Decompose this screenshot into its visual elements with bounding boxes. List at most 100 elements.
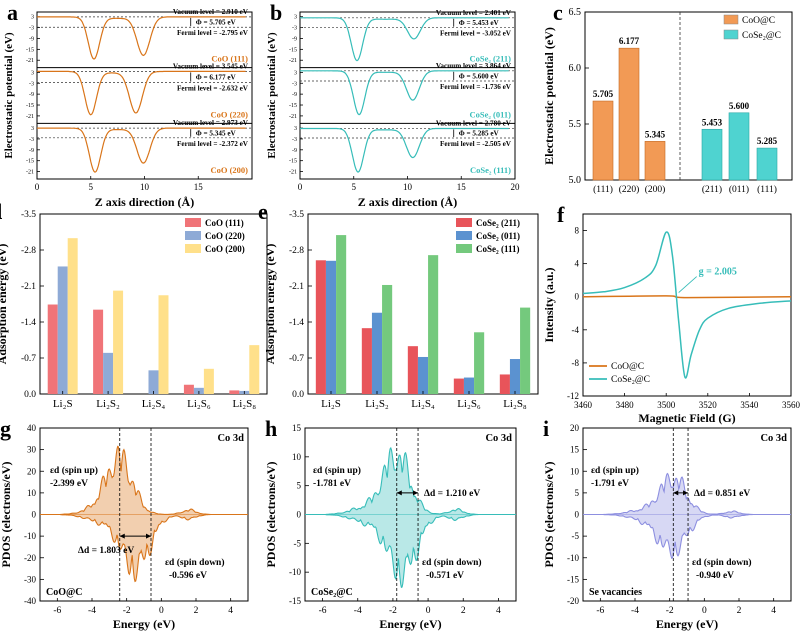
y-tick-label: -21: [289, 58, 297, 64]
y-tick-label: 0: [575, 510, 580, 520]
x-tick-label: 3480: [616, 400, 635, 410]
legend-label: CoSe₂@C: [611, 375, 650, 385]
spin-down-curve: [583, 513, 791, 559]
panel-letter-b: b: [270, 0, 282, 25]
epr-curve-0: [582, 295, 792, 299]
y-tick-label: -21: [26, 170, 34, 176]
legend-label: CoSe₂@C: [742, 31, 781, 41]
y-tick-label: 10: [27, 488, 37, 498]
y-tick-label: -5: [294, 538, 302, 548]
spin-up-label: εd (spin up): [50, 465, 98, 476]
x-tick-label: 4: [228, 606, 233, 616]
panel-letter-h: h: [265, 416, 277, 441]
y-tick-label: 5.0: [569, 175, 582, 186]
y-tick-label: -21: [26, 114, 34, 120]
x-tick-label: 0: [426, 606, 431, 616]
x-tick-label: (200): [645, 184, 666, 195]
y-tick-label: -21: [289, 170, 297, 176]
x-axis-label: Z axis direction (Å): [95, 195, 194, 209]
spin-down-curve: [305, 513, 516, 589]
vacuum-level-label: Vacuum level = 2.401 eV: [436, 9, 512, 17]
fermi-level-label: Fermi level = -2.372 eV: [177, 140, 249, 148]
y-tick-label: -9: [29, 36, 34, 42]
panel-letter-f: f: [557, 202, 565, 227]
y-tick-label: 0: [575, 292, 580, 302]
sample-label: CoSe₂@C: [311, 587, 353, 598]
y-tick-label: -12: [567, 391, 579, 401]
bar-LiS-s1: [417, 356, 429, 394]
bar-LiS-s2: [382, 284, 393, 394]
y-tick-label: -15: [289, 47, 297, 53]
bar-value-label: 6.177: [619, 36, 640, 46]
y-tick-label: -0.7: [289, 354, 304, 364]
fermi-level-label: Fermi level = -3.052 eV: [440, 30, 512, 38]
bar-LiS-s0: [407, 346, 418, 394]
bar-(200): [644, 141, 666, 181]
delta-arrowhead-left: [119, 533, 125, 539]
x-tick-label: 4: [771, 606, 776, 616]
bar-value-label: 5.453: [702, 117, 723, 127]
x-tick-label: 20: [511, 182, 521, 192]
x-tick-label: Li₂S₂: [96, 398, 120, 410]
legend-label: CoSe₂ (011): [476, 231, 520, 241]
y-tick-label: -10: [24, 531, 36, 541]
y-tick-label: -10: [289, 567, 301, 577]
y-axis-label: PDOS (electrons/eV): [542, 461, 556, 567]
y-tick-label: -15: [567, 574, 579, 584]
vacuum-level-label: Vacuum level = 3.545 eV: [173, 62, 249, 70]
x-tick-label: -6: [596, 606, 604, 616]
series-name-label: CoSe₂ (211): [469, 54, 511, 64]
y-tick-label: -15: [26, 159, 34, 165]
delta-arrowhead-right: [413, 490, 419, 496]
series-name-label: CoO (220): [210, 109, 248, 119]
x-tick-label: (220): [619, 184, 640, 195]
vacuum-level-label: Vacuum level = 2.780 eV: [436, 119, 512, 127]
x-tick-label: 3560: [782, 400, 800, 410]
y-tick-label: 4: [575, 259, 580, 269]
plot-frame: [584, 11, 793, 181]
y-axis-label: PDOS (electrons/eV): [264, 461, 278, 567]
panel-letter-g: g: [0, 416, 11, 441]
delta-label: Δd = 1.803 eV: [78, 546, 134, 556]
work-function-label: Φ = 6.177 eV: [196, 73, 237, 81]
work-function-label: Φ = 5.453 eV: [459, 19, 500, 27]
bar-LiS-s2: [428, 255, 439, 394]
series-name-label: CoO (111): [211, 54, 248, 64]
bar-LiS-s2: [158, 295, 169, 394]
spin-up-value: -1.791 eV: [591, 479, 629, 489]
bar-LiS-s1: [148, 370, 159, 394]
y-axis-label: Electrostatic potential (eV): [542, 27, 556, 165]
bar-(211): [701, 128, 723, 181]
x-axis-label: Z axis direction (Å): [358, 195, 457, 209]
y-tick-label: 6.0: [569, 63, 582, 74]
y-tick-label: -15: [289, 596, 301, 606]
x-axis-label: Magnetic Field (G): [638, 411, 735, 425]
x-tick-label: 0: [35, 182, 40, 192]
plot-frame: [582, 213, 792, 397]
y-tick-label: -9: [29, 92, 34, 98]
x-tick-label: Li₂S₆: [457, 398, 481, 410]
x-tick-label: 10: [403, 182, 413, 192]
bar-LiS-s1: [103, 352, 114, 394]
spin-down-fill: [305, 514, 516, 588]
x-tick-label: Li₂S₆: [187, 398, 211, 410]
bar-value-label: 5.705: [593, 89, 614, 99]
delta-arrowhead-right: [146, 533, 152, 539]
delta-arrowhead-right: [683, 490, 689, 496]
x-tick-label: -6: [53, 606, 61, 616]
series-name-label: CoSe₂ (111): [470, 165, 511, 175]
vacuum-level-label: Vacuum level = 2.973 eV: [173, 119, 249, 127]
y-tick-label: 0: [297, 510, 302, 520]
y-tick-label: -8: [572, 358, 580, 368]
x-tick-label: Li₂S₈: [503, 398, 527, 410]
bar-LiS-s0: [183, 384, 194, 394]
y-axis-label: Electrostatic potential (eV): [266, 32, 278, 159]
panel-letter-a: a: [7, 0, 18, 25]
work-function-label: Φ = 5.600 eV: [459, 72, 500, 80]
x-tick-label: Li₂S: [321, 398, 341, 410]
spin-down-value: -0.940 eV: [696, 571, 734, 581]
x-tick-label: 0: [159, 606, 164, 616]
fermi-level-label: Fermi level = -1.736 eV: [440, 83, 512, 91]
x-tick-label: 3460: [574, 400, 593, 410]
x-tick-label: 3520: [699, 400, 718, 410]
